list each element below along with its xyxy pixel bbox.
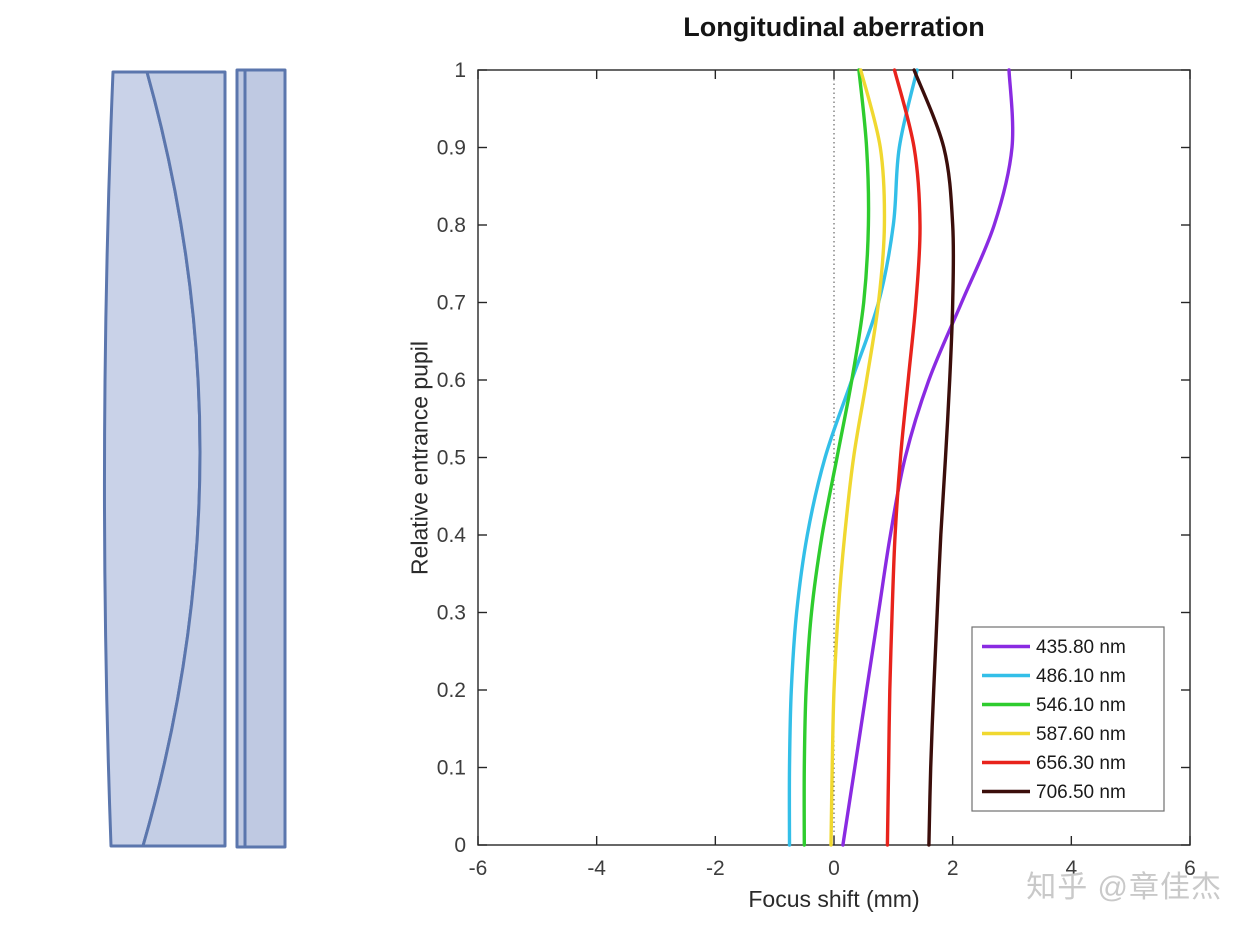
watermark: 知乎 @章佳杰 [1026,871,1222,904]
aberration-chart: -6 -4 -2 0 2 4 6 0 0.1 0.2 0.3 0.4 0.5 0.6 0.7 0.8 0.9 1 4… [437,59,1196,880]
lens-diagram [102,68,287,849]
lens-element-rear [141,70,227,848]
y-tick-label: 0.4 [437,524,467,547]
y-tick-label: 0.7 [437,292,466,315]
curve-435.80nm [841,68,1015,847]
chart-title: Longitudinal aberration [683,12,985,42]
y-tick-label: 0.2 [437,679,466,702]
legend-box [971,626,1165,812]
y-tick-label: 0.6 [437,369,466,392]
x-tick-label: 4 [1065,857,1077,880]
legend-entry-label: 435.80 nm [1036,637,1126,658]
lens-plate [235,68,287,849]
legend-entry-label: 486.10 nm [1036,666,1126,687]
x-tick-label: 2 [947,857,959,880]
curve-656.30nm [885,68,922,847]
legend-entry-label: 587.60 nm [1036,724,1126,745]
legend-entry-label: 546.10 nm [1036,695,1126,716]
y-tick-label: 0.1 [437,757,466,780]
x-tick-label: -6 [469,857,488,880]
y-tick-label: 1 [454,59,466,82]
y-tick-label: 0.8 [437,214,466,237]
y-tick-label: 0 [454,834,466,857]
x-tick-label: -2 [706,857,725,880]
legend-entry-label: 656.30 nm [1036,753,1126,774]
curve-486.10nm [787,68,919,847]
legend-entry-label: 706.50 nm [1036,782,1126,803]
curve-706.50nm [912,68,956,847]
legend: 435.80 nm 486.10 nm 546.10 nm 587.60 nm 656.… [971,626,1165,812]
x-axis-label: Focus shift (mm) [748,886,920,912]
x-tick-label: 0 [828,857,840,880]
curve-546.10nm [802,68,871,847]
curve-587.60nm [829,68,887,847]
x-tick-label: 6 [1184,857,1196,880]
y-tick-label: 0.3 [437,602,466,625]
y-tick-label: 0.9 [437,137,466,160]
y-tick-label: 0.5 [437,447,466,470]
x-tick-label: -4 [587,857,606,880]
